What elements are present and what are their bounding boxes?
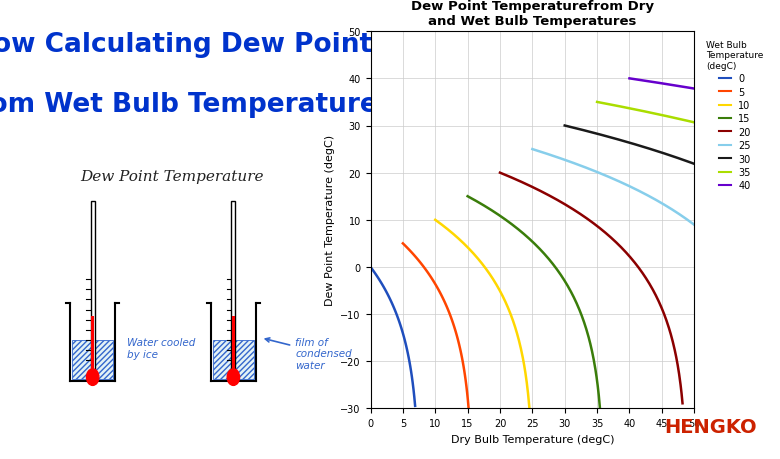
Polygon shape	[232, 317, 235, 372]
Text: Dew Point Temperature: Dew Point Temperature	[80, 170, 264, 184]
X-axis label: Dry Bulb Temperature (degC): Dry Bulb Temperature (degC)	[451, 434, 614, 444]
Text: film of
condensed
water: film of condensed water	[265, 337, 352, 370]
Circle shape	[227, 369, 239, 386]
Text: from Wet Bulb Temperature: from Wet Bulb Temperature	[0, 92, 378, 118]
Text: Water cooled
by ice: Water cooled by ice	[127, 337, 195, 359]
Circle shape	[87, 369, 99, 386]
Legend: 0, 5, 10, 15, 20, 25, 30, 35, 40: 0, 5, 10, 15, 20, 25, 30, 35, 40	[702, 37, 768, 195]
Text: How Calculating Dew Point: How Calculating Dew Point	[0, 32, 372, 58]
Polygon shape	[91, 317, 94, 372]
Polygon shape	[213, 341, 254, 380]
Polygon shape	[72, 341, 113, 380]
Polygon shape	[90, 202, 94, 372]
Title: Dew Point Temperaturefrom Dry
and Wet Bulb Temperatures: Dew Point Temperaturefrom Dry and Wet Bu…	[411, 0, 654, 28]
Y-axis label: Dew Point Temperature (degC): Dew Point Temperature (degC)	[324, 135, 335, 306]
Text: HENGKO: HENGKO	[664, 417, 757, 436]
Polygon shape	[232, 202, 236, 372]
